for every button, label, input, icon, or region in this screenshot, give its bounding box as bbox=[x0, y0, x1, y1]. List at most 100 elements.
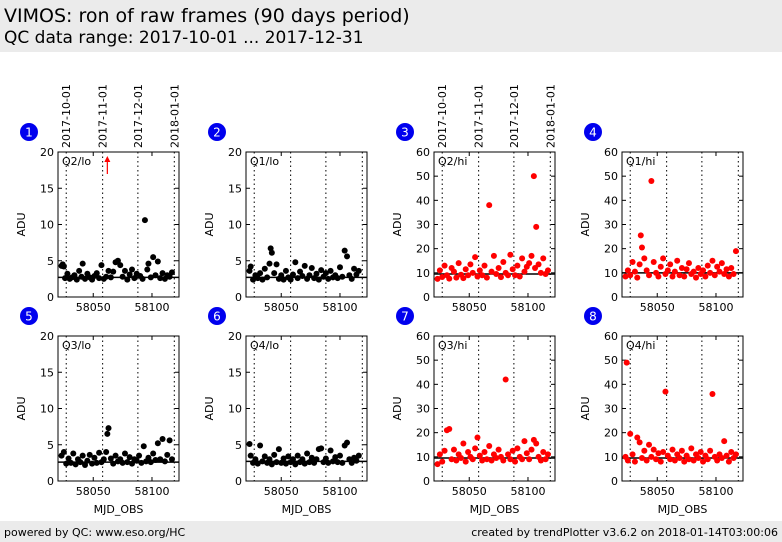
data-point bbox=[460, 440, 467, 447]
data-point bbox=[294, 275, 301, 282]
data-point bbox=[725, 273, 732, 280]
data-point bbox=[289, 271, 296, 278]
data-point bbox=[502, 376, 509, 383]
data-point bbox=[714, 457, 721, 464]
data-point bbox=[629, 451, 636, 458]
data-point bbox=[315, 276, 322, 283]
data-point bbox=[254, 460, 261, 467]
data-point bbox=[472, 254, 479, 261]
y-tick-label: 15 bbox=[40, 366, 54, 379]
data-point bbox=[121, 267, 128, 274]
data-point bbox=[636, 439, 643, 446]
data-point bbox=[624, 267, 631, 274]
data-point bbox=[86, 451, 93, 458]
data-point bbox=[728, 265, 735, 271]
panel-number-badge bbox=[396, 307, 414, 325]
data-point bbox=[144, 266, 151, 273]
data-point bbox=[664, 267, 671, 274]
x-tick-label: 58100 bbox=[322, 485, 357, 498]
data-point bbox=[119, 273, 126, 280]
data-point bbox=[697, 449, 704, 455]
footer-bar: powered by QC: www.eso.org/HC created by… bbox=[0, 521, 782, 542]
data-point bbox=[339, 459, 346, 466]
x-tick-label: 58100 bbox=[510, 485, 545, 498]
data-point bbox=[723, 452, 730, 459]
data-point bbox=[711, 272, 718, 279]
data-point bbox=[266, 456, 273, 463]
x-tick-label: 58050 bbox=[640, 485, 675, 498]
panel-number-badge bbox=[208, 307, 226, 325]
data-point bbox=[450, 446, 457, 453]
data-point bbox=[107, 455, 114, 462]
data-point bbox=[667, 456, 674, 463]
y-tick-label: 20 bbox=[416, 243, 430, 256]
data-point bbox=[629, 258, 636, 265]
panel-label: Q4/hi bbox=[626, 339, 655, 352]
data-point bbox=[64, 270, 71, 277]
data-point bbox=[467, 261, 474, 268]
date-tick-label: 2017-11-01 bbox=[473, 84, 486, 148]
data-point bbox=[67, 459, 74, 466]
data-point bbox=[150, 450, 157, 457]
date-tick-label: 2017-11-01 bbox=[97, 84, 110, 148]
y-tick-label: 20 bbox=[416, 427, 430, 440]
data-point bbox=[730, 271, 737, 278]
y-tick-label: 50 bbox=[604, 354, 618, 367]
data-point bbox=[627, 272, 634, 279]
y-tick-label: 0 bbox=[611, 475, 618, 488]
data-point bbox=[500, 457, 507, 464]
x-axis-label: MJD_OBS bbox=[94, 503, 144, 516]
data-point bbox=[709, 257, 716, 264]
data-point bbox=[521, 268, 528, 275]
data-point bbox=[138, 459, 145, 466]
data-point bbox=[79, 260, 86, 267]
data-point bbox=[271, 451, 278, 458]
data-point bbox=[634, 434, 641, 441]
data-point bbox=[505, 451, 512, 458]
data-point bbox=[695, 455, 702, 462]
data-point bbox=[669, 273, 676, 280]
data-point bbox=[147, 459, 154, 466]
data-point bbox=[257, 270, 264, 277]
data-point bbox=[268, 461, 275, 468]
data-point bbox=[259, 458, 266, 465]
data-point bbox=[318, 267, 325, 274]
data-point bbox=[714, 263, 721, 270]
data-point bbox=[280, 276, 287, 283]
y-tick-label: 50 bbox=[416, 170, 430, 183]
data-point bbox=[117, 262, 124, 269]
panel-number: 7 bbox=[401, 310, 409, 324]
data-point bbox=[488, 457, 495, 464]
data-point bbox=[287, 276, 294, 283]
data-point bbox=[168, 456, 175, 463]
y-tick-label: 0 bbox=[423, 291, 430, 304]
data-point bbox=[690, 457, 697, 464]
data-point bbox=[495, 446, 502, 453]
data-point bbox=[446, 426, 453, 433]
data-point bbox=[159, 435, 166, 442]
y-axis-label: ADU bbox=[203, 212, 216, 236]
data-point bbox=[469, 456, 476, 463]
y-tick-label: 50 bbox=[416, 354, 430, 367]
data-point bbox=[465, 272, 472, 279]
data-point bbox=[462, 266, 469, 273]
data-point bbox=[486, 442, 493, 449]
data-point bbox=[725, 458, 732, 465]
data-point bbox=[530, 173, 537, 180]
data-point bbox=[634, 274, 641, 281]
panel-label: Q1/hi bbox=[626, 155, 655, 168]
data-point bbox=[681, 458, 688, 465]
data-point bbox=[542, 456, 549, 463]
data-point bbox=[671, 268, 678, 275]
panel-number: 1 bbox=[25, 126, 33, 140]
data-point bbox=[704, 456, 711, 463]
y-axis-label: ADU bbox=[15, 396, 28, 420]
data-point bbox=[638, 455, 645, 462]
panel-number-badge bbox=[20, 123, 38, 141]
data-point bbox=[308, 454, 315, 461]
data-point bbox=[157, 275, 164, 282]
data-point bbox=[521, 438, 528, 445]
y-tick-label: 10 bbox=[604, 451, 618, 464]
y-tick-label: 10 bbox=[40, 219, 54, 232]
data-point bbox=[70, 450, 77, 457]
